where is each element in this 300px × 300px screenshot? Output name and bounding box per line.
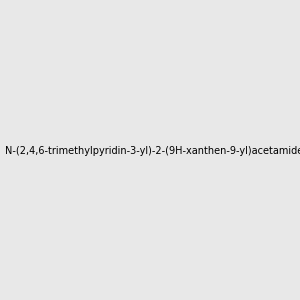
Text: N-(2,4,6-trimethylpyridin-3-yl)-2-(9H-xanthen-9-yl)acetamide: N-(2,4,6-trimethylpyridin-3-yl)-2-(9H-xa…	[4, 146, 300, 157]
